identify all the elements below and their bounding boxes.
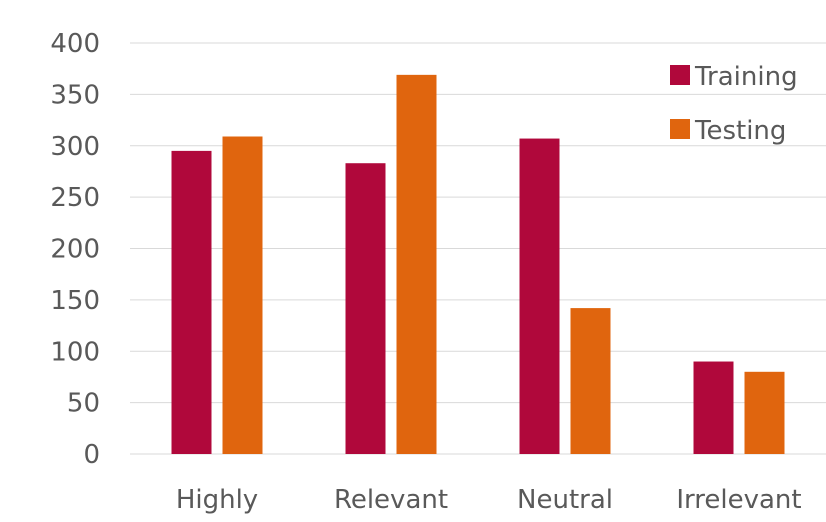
y-axis-tick-labels: 0 50 100 150 200 250 300 350 400 bbox=[50, 29, 100, 470]
bar-training-relevant bbox=[345, 163, 386, 454]
bar-training-irrelevant bbox=[693, 361, 734, 454]
bar-testing-highly bbox=[222, 136, 263, 454]
x-category-label: Relevant bbox=[334, 485, 448, 515]
legend-swatch-testing bbox=[670, 119, 690, 139]
legend: Training Testing bbox=[670, 62, 798, 146]
y-tick-label: 300 bbox=[50, 132, 100, 162]
legend-label-training: Training bbox=[694, 62, 798, 92]
bar-testing-relevant bbox=[396, 74, 437, 454]
y-tick-label: 0 bbox=[83, 440, 100, 470]
y-tick-label: 150 bbox=[50, 286, 100, 316]
x-category-label: Irrelevant bbox=[676, 485, 801, 515]
y-tick-label: 100 bbox=[50, 337, 100, 367]
x-category-label: Highly bbox=[176, 485, 258, 515]
x-category-label: Neutral bbox=[517, 485, 613, 515]
y-tick-label: 200 bbox=[50, 235, 100, 265]
bar-training-highly bbox=[171, 150, 212, 454]
y-tick-label: 350 bbox=[50, 80, 100, 110]
y-tick-label: 250 bbox=[50, 183, 100, 213]
x-axis-category-labels: Highly Relevant Neutral Irrelevant bbox=[176, 485, 802, 515]
legend-label-testing: Testing bbox=[694, 116, 786, 146]
bar-testing-neutral bbox=[570, 308, 611, 454]
bar-testing-irrelevant bbox=[744, 371, 785, 454]
y-tick-label: 50 bbox=[67, 389, 100, 419]
y-tick-label: 400 bbox=[50, 29, 100, 59]
bar-training-neutral bbox=[519, 138, 560, 454]
bars bbox=[171, 74, 785, 454]
legend-swatch-training bbox=[670, 65, 690, 85]
